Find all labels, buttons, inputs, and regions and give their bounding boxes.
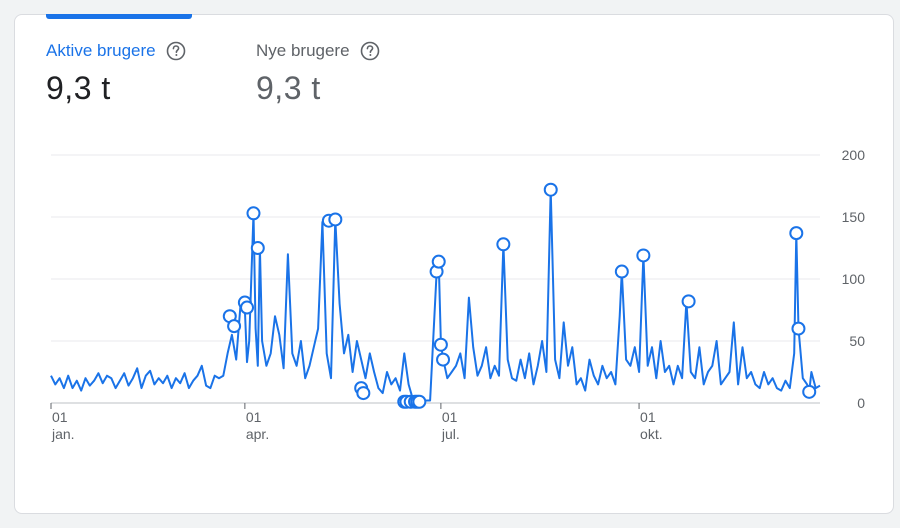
x-tick-label: okt. bbox=[640, 426, 663, 442]
metric-value-active-users: 9,3 t bbox=[46, 70, 111, 106]
x-tick-label: jul. bbox=[441, 426, 460, 442]
anomaly-point bbox=[496, 237, 511, 252]
anomaly-point bbox=[246, 206, 261, 221]
y-tick-label: 50 bbox=[849, 333, 865, 349]
metric-label-active-users: Aktive brugere bbox=[46, 41, 156, 60]
x-tick-label: apr. bbox=[246, 426, 269, 442]
anomaly-point bbox=[802, 384, 817, 399]
y-tick-label: 150 bbox=[842, 209, 866, 225]
metric-label-new-users: Nye brugere bbox=[256, 41, 350, 60]
report-card bbox=[14, 14, 894, 514]
anomaly-point bbox=[356, 386, 371, 401]
anomaly-point bbox=[240, 300, 255, 315]
y-tick-label: 0 bbox=[857, 395, 865, 411]
metric-tab-new-users[interactable]: Nye brugere 9,3 t bbox=[256, 38, 380, 107]
anomaly-point bbox=[681, 294, 696, 309]
x-tick-label: jan. bbox=[51, 426, 75, 442]
metric-value-new-users: 9,3 t bbox=[256, 70, 321, 106]
x-tick-label: 01 bbox=[640, 409, 656, 425]
metric-tab-active-users[interactable]: Aktive brugere 9,3 t bbox=[46, 38, 186, 107]
anomaly-point bbox=[227, 319, 242, 334]
y-tick-label: 100 bbox=[842, 271, 866, 287]
anomaly-point bbox=[791, 321, 806, 336]
x-tick-label: 01 bbox=[442, 409, 458, 425]
x-tick-label: 01 bbox=[246, 409, 262, 425]
anomaly-point bbox=[789, 226, 804, 241]
anomaly-point bbox=[436, 352, 451, 367]
selected-tab-indicator bbox=[46, 14, 192, 19]
anomaly-point bbox=[614, 264, 629, 279]
anomaly-point bbox=[543, 182, 558, 197]
anomaly-point bbox=[250, 241, 265, 255]
x-tick-label: 01 bbox=[52, 409, 68, 425]
anomaly-point bbox=[328, 212, 343, 227]
help-icon[interactable] bbox=[166, 41, 186, 61]
y-tick-label: 200 bbox=[842, 147, 866, 163]
anomaly-point bbox=[431, 254, 446, 269]
anomaly-point bbox=[636, 248, 651, 263]
anomaly-point bbox=[433, 337, 448, 352]
anomaly-point bbox=[412, 394, 427, 409]
series-line bbox=[50, 188, 821, 402]
help-icon[interactable] bbox=[360, 41, 380, 61]
